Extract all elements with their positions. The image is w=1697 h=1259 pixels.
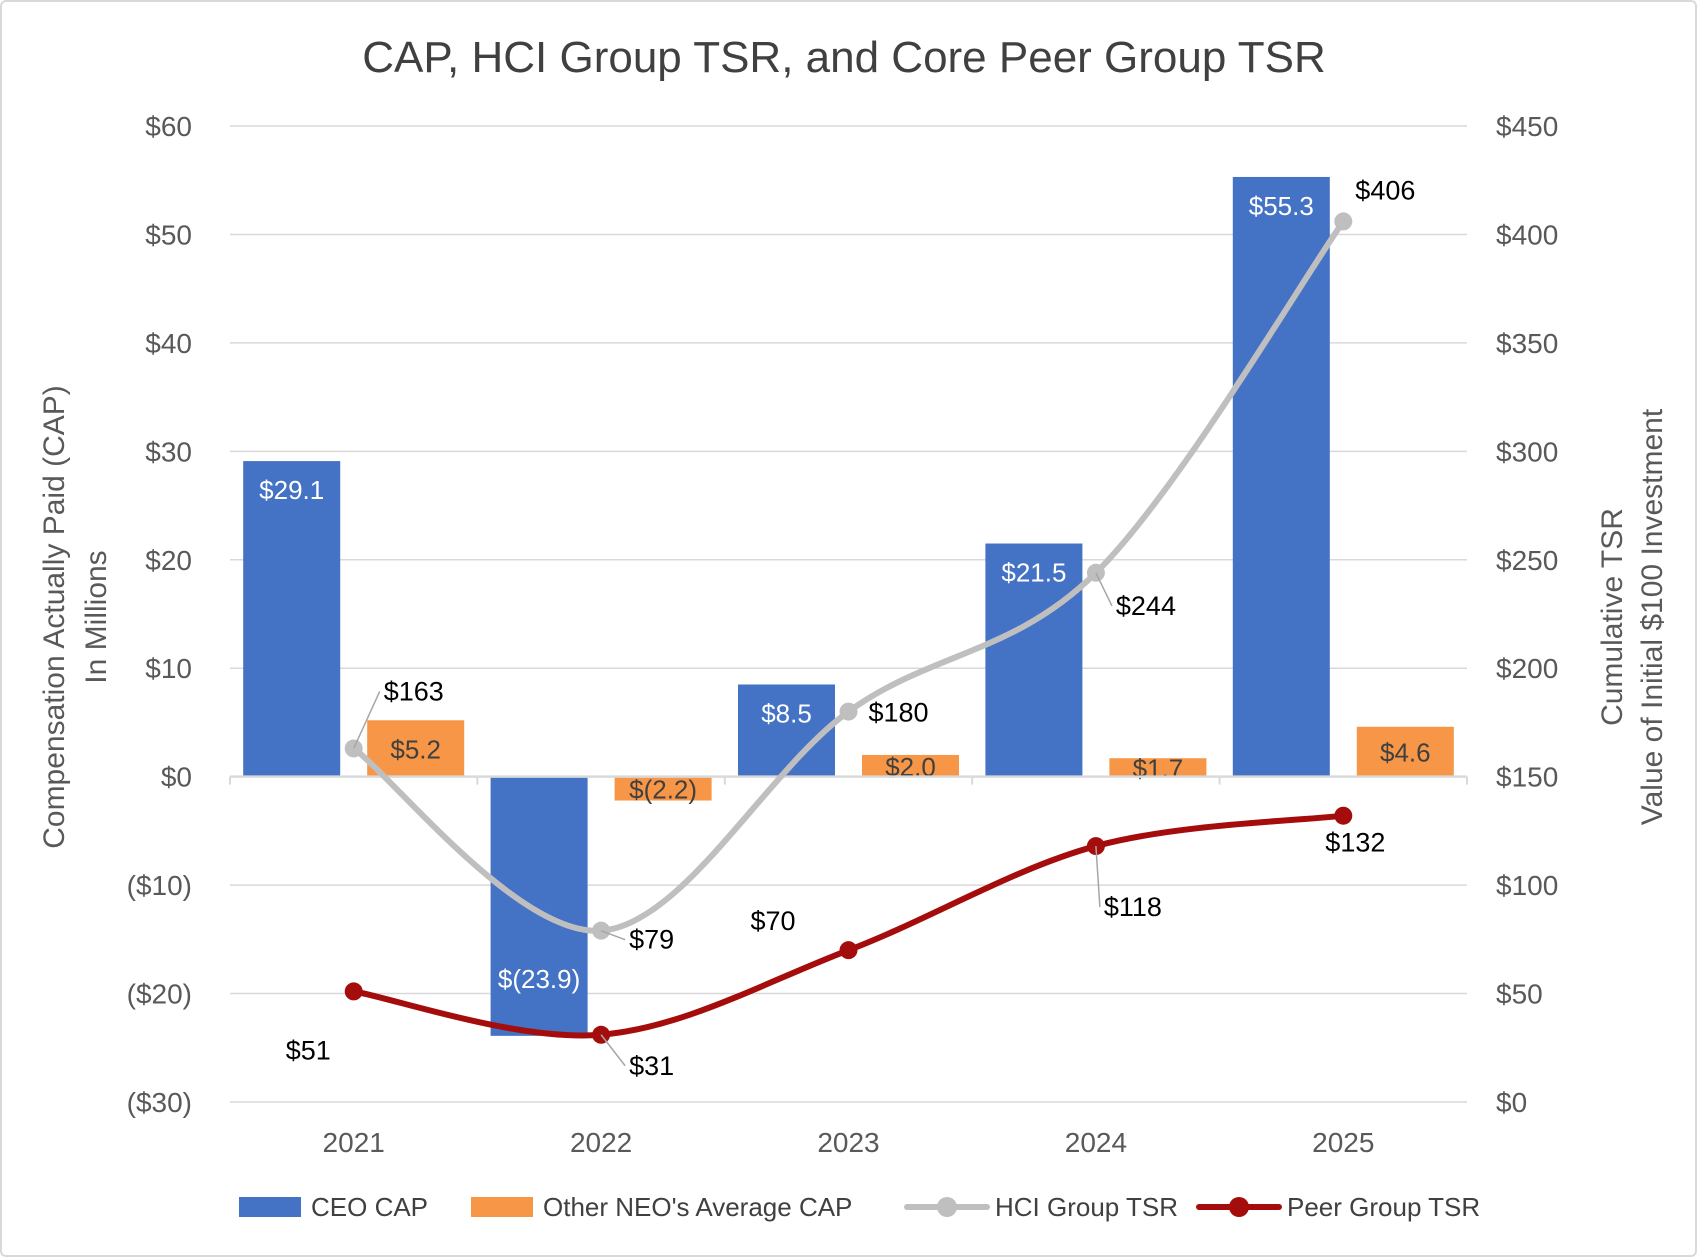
left-axis-title-line1: Compensation Actually Paid (CAP): [38, 385, 71, 849]
chart-title: CAP, HCI Group TSR, and Core Peer Group …: [362, 33, 1326, 82]
peer-tsr-leader-line: [600, 1034, 626, 1067]
right-axis-title-line2: Value of Initial $100 Investment: [1636, 408, 1669, 825]
ceo-cap-bar: [490, 776, 588, 1036]
hci-tsr-data-label: $163: [384, 676, 444, 706]
ceo-cap-bar: [243, 461, 341, 777]
legend-label: CEO CAP: [311, 1192, 428, 1222]
left-tick-label: ($20): [127, 979, 192, 1010]
x-tick-label: 2021: [323, 1127, 385, 1158]
right-tick-label: $250: [1496, 545, 1558, 576]
peer-tsr-data-label: $132: [1325, 828, 1385, 858]
neo-cap-data-label: $1.7: [1133, 753, 1184, 783]
left-tick-label: $20: [145, 545, 192, 576]
hci-tsr-data-label: $180: [869, 698, 929, 728]
legend: CEO CAP Other NEO's Average CAP HCI Group …: [239, 1192, 1480, 1222]
ceo-cap-data-label: $21.5: [1001, 558, 1066, 588]
right-tick-label: $0: [1496, 1087, 1527, 1118]
left-tick-label: $40: [145, 328, 192, 359]
hci-tsr-data-label: $244: [1116, 591, 1176, 621]
gridlines: [230, 125, 1467, 1103]
x-tick-label: 2025: [1312, 1127, 1374, 1158]
ceo-cap-data-label: $(23.9): [498, 964, 580, 994]
hci-tsr-leader-line: [353, 691, 381, 749]
legend-marker: [937, 1197, 957, 1217]
left-axis-ticks: ($30) ($20) ($10) $0 $10 $20 $30 $40 $50 $60: [127, 111, 192, 1118]
neo-cap-data-label: $4.6: [1380, 738, 1431, 768]
neo-cap-bar: [1356, 726, 1454, 777]
x-tick-label: 2023: [817, 1127, 879, 1158]
left-tick-label: $60: [145, 111, 192, 142]
right-tick-label: $400: [1496, 219, 1558, 250]
ceo-cap-bar: [738, 684, 835, 777]
right-axis-ticks: $0 $50 $100 $150 $200 $250 $300 $350 $400 $450: [1496, 111, 1558, 1118]
hci-tsr-data-label: $406: [1355, 175, 1415, 205]
legend-marker: [1229, 1197, 1249, 1217]
peer-tsr-point: [344, 982, 363, 1001]
legend-label: HCI Group TSR: [995, 1192, 1178, 1222]
ceo-cap-bar: [985, 543, 1083, 777]
left-tick-label: ($10): [127, 870, 192, 901]
x-tick-label: 2022: [570, 1127, 632, 1158]
right-axis-title-line1: Cumulative TSR: [1596, 508, 1629, 726]
hci-tsr-leader-line: [1095, 572, 1113, 607]
left-tick-label: $50: [145, 219, 192, 250]
right-tick-label: $100: [1496, 870, 1558, 901]
peer-tsr-point: [839, 941, 858, 960]
peer-tsr-data-label: $118: [1104, 892, 1162, 922]
zero-axis: [229, 775, 1468, 785]
left-tick-label: $0: [161, 762, 192, 793]
hci-tsr-data-label: $79: [629, 925, 674, 955]
legend-label: Peer Group TSR: [1287, 1192, 1480, 1222]
right-tick-label: $300: [1496, 436, 1558, 467]
peer-tsr-data-label: $70: [751, 906, 796, 936]
right-tick-label: $200: [1496, 653, 1558, 684]
neo-cap-data-label: $5.2: [390, 734, 441, 764]
ceo-cap-data-label: $55.3: [1249, 191, 1314, 221]
legend-swatch: [239, 1197, 301, 1217]
hci-tsr-point: [1334, 212, 1353, 231]
ceo-cap-bar: [1232, 176, 1330, 777]
neo-cap-bar: [367, 720, 465, 777]
peer-tsr-point: [1334, 806, 1353, 825]
ceo-cap-data-label: $29.1: [259, 475, 324, 505]
tsr-lines: $163 $79 $180 $244 $406 $51 $31 $70 $118 $132: [286, 175, 1416, 1080]
neo-cap-bar: [1109, 758, 1207, 777]
left-tick-label: ($30): [127, 1087, 192, 1118]
hci-tsr-leader-line: [600, 929, 626, 941]
neo-cap-bar: [862, 754, 959, 777]
peer-tsr-leader-line: [1095, 846, 1101, 908]
right-tick-label: $50: [1496, 979, 1543, 1010]
peer-tsr-data-label: $31: [629, 1051, 674, 1081]
legend-label: Other NEO's Average CAP: [543, 1192, 852, 1222]
right-tick-label: $150: [1496, 762, 1558, 793]
neo-cap-bar: [614, 776, 712, 801]
neo-cap-data-label: $(2.2): [629, 775, 697, 805]
left-axis-title-line2: In Millions: [80, 550, 113, 683]
left-tick-label: $30: [145, 436, 192, 467]
x-tick-label: 2024: [1065, 1127, 1127, 1158]
legend-swatch: [471, 1197, 533, 1217]
peer-tsr-data-label: $51: [286, 1035, 331, 1065]
x-axis-ticks: 2021 2022 2023 2024 2025: [323, 1127, 1375, 1158]
hci-tsr-point: [839, 702, 858, 721]
ceo-cap-data-label: $8.5: [761, 698, 812, 728]
bars: $29.1$(23.9)$8.5$21.5$55.3$5.2$(2.2)$2.0…: [243, 176, 1454, 1036]
right-tick-label: $350: [1496, 328, 1558, 359]
left-tick-label: $10: [145, 653, 192, 684]
right-tick-label: $450: [1496, 111, 1558, 142]
